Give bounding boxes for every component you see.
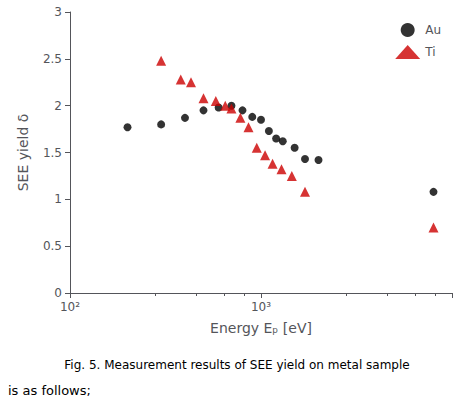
svg-text:Fig. 5. Measurement results of: Fig. 5. Measurement results of SEE yield…	[64, 358, 409, 372]
svg-text:is as follows;: is as follows;	[8, 383, 91, 398]
svg-text:2: 2	[54, 99, 62, 113]
svg-text:3: 3	[54, 5, 62, 19]
svg-text:0: 0	[54, 286, 62, 300]
svg-text:2.5: 2.5	[43, 52, 62, 66]
svg-text:10²: 10²	[60, 300, 80, 314]
svg-text:1.5: 1.5	[43, 146, 62, 160]
svg-text:1: 1	[54, 192, 62, 206]
svg-text:Energy Eₚ [eV]: Energy Eₚ [eV]	[210, 320, 312, 336]
svg-text:10³: 10³	[251, 300, 271, 314]
svg-text:Ti: Ti	[424, 45, 435, 59]
svg-text:0.5: 0.5	[43, 239, 62, 253]
svg-text:Au: Au	[425, 23, 441, 37]
svg-text:SEE yield δ: SEE yield δ	[15, 114, 31, 192]
